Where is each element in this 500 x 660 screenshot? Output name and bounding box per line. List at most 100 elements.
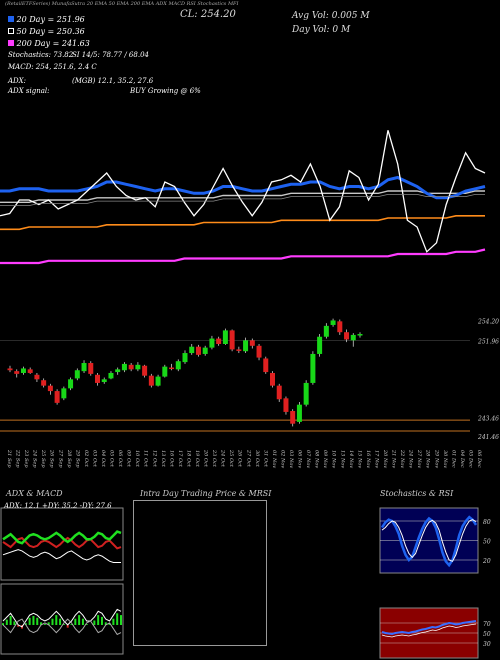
candlestick-chart: 254.20 251.96 243.46 241.46 21 Sep 22 Sep 23 S… — [0, 318, 499, 468]
adx-signal-label: ADX signal: — [8, 87, 50, 95]
price-tick-label: 243.46 — [477, 416, 499, 423]
candle-body — [108, 372, 114, 379]
date-tick-label: 08 Nov — [314, 450, 320, 468]
date-tick-label: 25 Sep — [40, 449, 46, 468]
adx-panel-readout: ADX: 12.1 +DY: 35.2 -DY: 27.6 — [4, 502, 112, 510]
ema20-line — [0, 175, 486, 200]
candle-body — [195, 346, 201, 355]
date-tick-label: 16 Nov — [365, 450, 371, 468]
macd-histogram-bar — [62, 624, 65, 625]
date-tick-label: 30 Nov — [442, 450, 448, 468]
candle-body — [276, 385, 282, 400]
macd-histogram-bar — [40, 622, 43, 625]
macd-histogram-bar — [112, 618, 115, 625]
date-tick-label: 30 Oct — [254, 450, 260, 468]
candle-body — [41, 380, 47, 386]
macd-histogram-bar — [116, 613, 119, 625]
date-tick-label: 01 Nov — [271, 450, 277, 468]
candle-body — [81, 363, 87, 372]
candle-body — [182, 353, 188, 363]
stochastics-readout: Stochastics: 73.82 — [8, 51, 74, 59]
candle-body — [121, 363, 127, 371]
stoch-rsi-title: Stochastics & RSI — [380, 489, 454, 498]
price-tick-label: 241.46 — [477, 434, 499, 441]
candle-body — [243, 340, 249, 352]
ema200-line — [0, 215, 485, 231]
date-tick-label: 19 Oct — [194, 450, 200, 468]
macd-line — [2, 608, 122, 628]
date-tick-label: 10 Oct — [134, 450, 140, 468]
stoch-k-line — [380, 515, 478, 568]
candle-body — [61, 388, 67, 399]
candle-body — [249, 340, 255, 346]
date-tick-label: 05 Oct — [109, 450, 115, 468]
date-tick-label: 05 Dec — [467, 450, 473, 468]
adx-line — [2, 549, 121, 563]
macd-histogram-bar — [28, 617, 31, 625]
date-tick-label: 04 Dec — [459, 450, 465, 468]
macd-histogram-bar — [104, 622, 107, 625]
legend-ema20: 20 Day = 251.96 — [8, 16, 85, 24]
candle-body — [88, 363, 94, 374]
candle-body — [337, 321, 343, 333]
candle-body — [283, 398, 289, 412]
candle-body — [330, 320, 336, 325]
date-tick-label: 13 Nov — [339, 450, 345, 468]
macd-histogram-bar — [17, 625, 20, 627]
adx-label: ADX: — [8, 77, 27, 85]
mfi-line — [381, 623, 477, 638]
macd-histogram-bar — [9, 616, 12, 625]
chart-caption: (RetailETFSeries) MunafaSutra 20 EMA 50 … — [5, 1, 239, 7]
date-tick-label: 23 Oct — [211, 449, 217, 468]
date-tick-label: 28 Nov — [425, 449, 431, 468]
close-label: CL: 254.20 — [180, 9, 236, 20]
rsi-tick-label: 30 — [483, 641, 491, 648]
date-tick-label: 24 Nov — [408, 449, 414, 468]
ema50-line — [0, 190, 485, 204]
date-tick-label: 17 Nov — [373, 450, 379, 468]
date-tick-label: 20 Oct — [203, 449, 209, 468]
date-tick-label: 22 Sep — [15, 449, 21, 468]
candle-body — [27, 369, 33, 373]
si-readout: SI 14/5: 78.77 / 68.04 — [72, 51, 149, 59]
candle-body — [263, 358, 269, 373]
plus-di-line — [2, 530, 122, 545]
minus-di-line — [2, 536, 122, 550]
date-tick-label: 12 Oct — [151, 450, 157, 468]
date-tick-label: 25 Oct — [228, 449, 234, 468]
date-tick-label: 29 Sep — [74, 449, 80, 468]
candle-body — [142, 365, 148, 376]
legend-ema200: 200 Day = 241.63 — [8, 40, 90, 48]
date-tick-label: 24 Sep — [32, 449, 38, 468]
candle-body — [344, 332, 350, 340]
macd-signal-line — [2, 618, 122, 636]
macd-histogram-bar — [97, 615, 100, 625]
date-tick-label: 21 Sep — [6, 449, 12, 468]
candle-body — [270, 372, 275, 386]
candle-body — [189, 346, 195, 354]
date-tick-label: 09 Nov — [322, 450, 328, 468]
date-tick-label: 27 Oct — [245, 449, 251, 468]
candle-body — [20, 368, 26, 373]
macd-histogram-bar — [2, 623, 4, 625]
legend-ema20-label: 20 Day = 251.96 — [16, 15, 85, 24]
stoch-tick-label: 80 — [483, 519, 491, 526]
date-tick-label: 24 Oct — [220, 449, 226, 468]
stoch-d-line — [381, 519, 477, 562]
macd-readout: MACD: 254, 251.6, 2.4 C — [8, 63, 97, 71]
legend-ema200-label: 200 Day = 241.63 — [16, 39, 90, 48]
price-tick-label: 251.96 — [477, 339, 499, 346]
macd-histogram-bar — [120, 615, 122, 625]
macd-histogram-bar — [36, 617, 39, 625]
date-tick-label: 11 Oct — [143, 450, 149, 468]
date-tick-label: 09 Oct — [126, 450, 132, 468]
candle-body — [169, 367, 175, 370]
candle-body — [135, 364, 141, 370]
date-tick-label: 06 Oct — [117, 450, 123, 468]
candle-body — [290, 411, 296, 424]
date-tick-label: 04 Oct — [100, 450, 106, 468]
candle-body — [115, 369, 121, 373]
date-tick-label: 13 Oct — [160, 450, 166, 468]
date-tick-label: 26 Oct — [237, 449, 243, 468]
date-tick-label: 06 Dec — [476, 450, 482, 468]
